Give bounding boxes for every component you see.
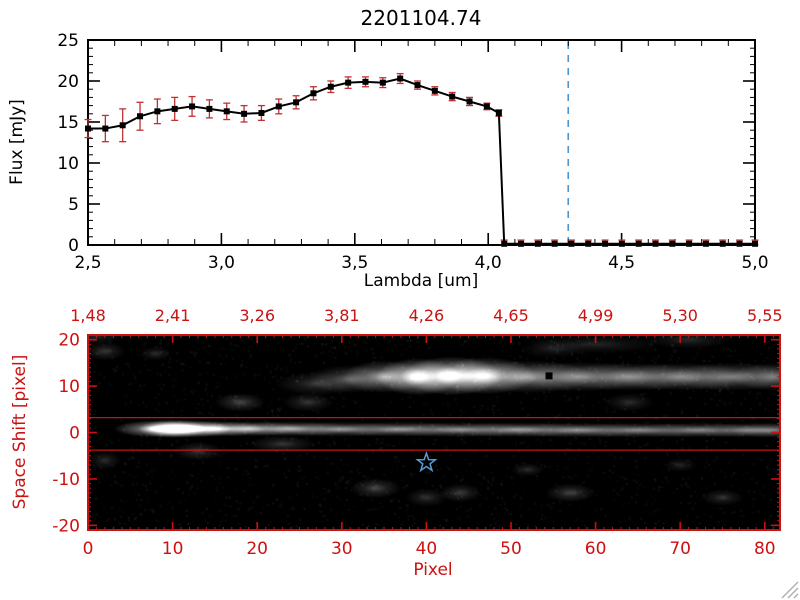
space-shift-axis-label: Space Shift [pixel] bbox=[10, 354, 30, 510]
svg-text:3,81: 3,81 bbox=[324, 306, 360, 325]
lambda-axis-label: Lambda [um] bbox=[363, 271, 479, 291]
svg-text:5,30: 5,30 bbox=[662, 306, 698, 325]
svg-text:10: 10 bbox=[58, 377, 80, 397]
svg-text:0: 0 bbox=[83, 539, 94, 559]
svg-text:4,0: 4,0 bbox=[475, 253, 502, 273]
svg-text:2,5: 2,5 bbox=[74, 253, 101, 273]
svg-text:60: 60 bbox=[585, 539, 607, 559]
svg-text:10: 10 bbox=[162, 539, 184, 559]
svg-text:3,26: 3,26 bbox=[239, 306, 275, 325]
svg-text:0: 0 bbox=[68, 236, 79, 256]
svg-text:5,0: 5,0 bbox=[741, 253, 768, 273]
svg-text:20: 20 bbox=[58, 331, 80, 351]
image-plot: 0 10 20 30 40 50 60 70 80 1,48 2,41 3,26 3,81 4,26 4,6… bbox=[52, 306, 783, 559]
svg-text:-10: -10 bbox=[52, 470, 80, 490]
svg-text:40: 40 bbox=[416, 539, 438, 559]
svg-text:5: 5 bbox=[68, 195, 79, 215]
svg-text:4,5: 4,5 bbox=[608, 253, 635, 273]
spectral-image bbox=[88, 335, 780, 530]
svg-text:20: 20 bbox=[246, 539, 268, 559]
svg-text:2,41: 2,41 bbox=[155, 306, 191, 325]
svg-text:50: 50 bbox=[500, 539, 522, 559]
svg-text:4,99: 4,99 bbox=[578, 306, 614, 325]
svg-text:5,55: 5,55 bbox=[747, 306, 783, 325]
svg-text:4,26: 4,26 bbox=[409, 306, 445, 325]
svg-text:3,0: 3,0 bbox=[208, 253, 235, 273]
svg-text:70: 70 bbox=[669, 539, 691, 559]
spectrum-plot: 2,5 3,0 3,5 4,0 4,5 5,0 0 5 10 15 20 25 bbox=[57, 31, 768, 273]
svg-text:4,65: 4,65 bbox=[493, 306, 529, 325]
pixel-axis-label: Pixel bbox=[413, 560, 453, 580]
svg-text:3,5: 3,5 bbox=[341, 253, 368, 273]
svg-text:80: 80 bbox=[754, 539, 776, 559]
svg-text:-20: -20 bbox=[52, 516, 80, 536]
svg-text:10: 10 bbox=[57, 154, 79, 174]
page-title: 2201104.74 bbox=[360, 6, 482, 30]
svg-text:20: 20 bbox=[57, 72, 79, 92]
svg-text:30: 30 bbox=[331, 539, 353, 559]
svg-text:25: 25 bbox=[57, 31, 79, 51]
resize-grip-icon[interactable] bbox=[778, 578, 800, 600]
svg-text:0: 0 bbox=[69, 424, 80, 444]
svg-text:1,48: 1,48 bbox=[70, 306, 106, 325]
svg-text:15: 15 bbox=[57, 113, 79, 133]
